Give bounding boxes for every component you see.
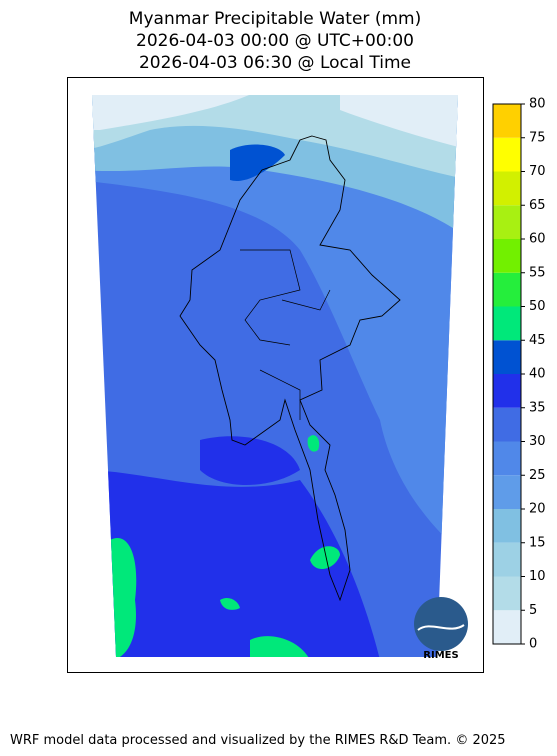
colorbar-tick-label: 25: [529, 468, 546, 483]
colorbar-bin: [493, 509, 521, 543]
colorbar-bin: [493, 407, 521, 442]
colorbar-tick-label: 70: [529, 164, 546, 179]
colorbar-tick-label: 0: [529, 637, 537, 652]
colorbar-tick-label: 75: [529, 130, 546, 145]
colorbar-bin: [493, 610, 521, 644]
state-borders: [240, 249, 331, 420]
field: [92, 95, 458, 657]
colorbar-bin: [493, 171, 521, 206]
title-line: Myanmar Precipitable Water (mm): [129, 9, 421, 29]
colorbar-tick-label: 10: [529, 569, 546, 584]
colorbar-bin: [493, 272, 521, 307]
colorbar-bin: [493, 441, 521, 476]
colorbar-tick-label: 55: [529, 265, 546, 280]
colorbar-tick-label: 35: [529, 400, 546, 415]
title-line: 2026-04-03 06:30 @ Local Time: [139, 53, 411, 73]
colorbar-bin: [493, 576, 521, 611]
title-line: 2026-04-03 00:00 @ UTC+00:00: [136, 31, 414, 51]
colorbar-tick-label: 40: [529, 367, 546, 382]
colorbar-tick-label: 20: [529, 502, 546, 517]
country-border: [179, 135, 401, 602]
colorbar: 0 5 10 15 20 25 30 35 40 45 50 55 60 65 70 75 80: [492, 97, 546, 652]
colorbar-bin: [493, 340, 521, 374]
colorbar-tick-label: 5: [529, 603, 537, 618]
colorbar-bin: [493, 239, 521, 273]
colorbar-bin: [493, 137, 521, 172]
colorbar-tick-label: 50: [529, 299, 546, 314]
logo-text: RIMES: [423, 650, 458, 661]
footer: WRF model data processed and visualized …: [10, 733, 506, 748]
colorbar-tick-label: 30: [529, 434, 546, 449]
colorbar-tick-label: 15: [529, 535, 546, 550]
colorbar-bin: [493, 542, 521, 577]
colorbar-tick-label: 60: [529, 232, 546, 247]
colorbar-bin: [493, 205, 521, 239]
colorbar-bin: [493, 306, 521, 341]
colorbar-bin: [493, 475, 521, 509]
colorbar-tick-label: 65: [529, 198, 546, 213]
logo: RIMES: [414, 597, 468, 661]
colorbar-tick-label: 45: [529, 333, 546, 348]
colorbar-tick-label: 80: [529, 97, 546, 112]
colorbar-bin: [493, 374, 521, 408]
colorbar-bin: [493, 104, 521, 138]
